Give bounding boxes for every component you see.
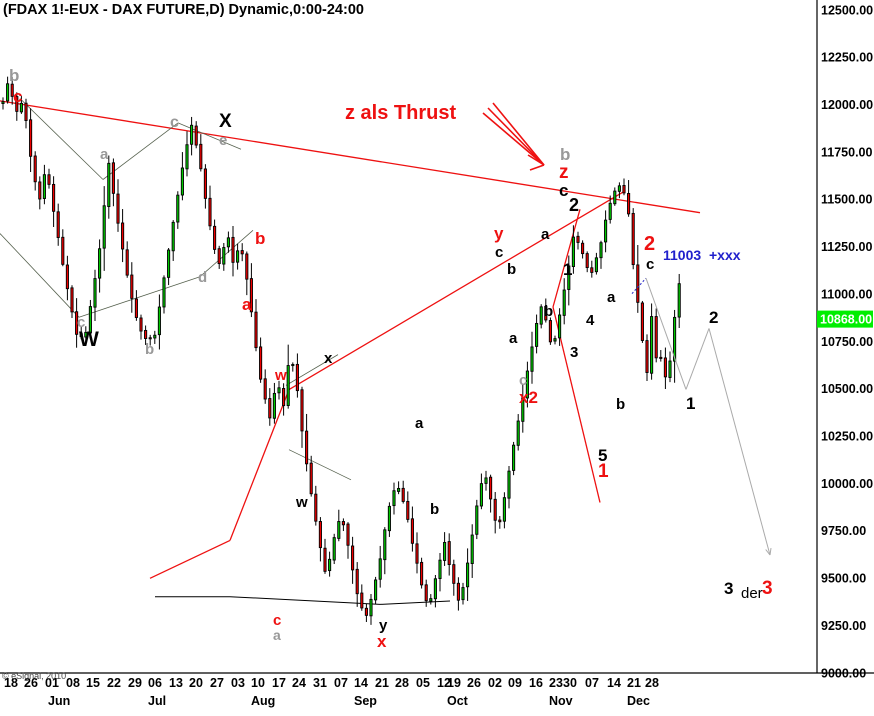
svg-text:11750.00: 11750.00 [821,145,872,159]
svg-text:3: 3 [724,579,733,598]
svg-text:13: 13 [169,676,183,690]
svg-text:9250.00: 9250.00 [821,619,866,633]
svg-text:12250.00: 12250.00 [821,51,873,65]
svg-text:Sep: Sep [354,694,377,708]
svg-text:28: 28 [645,676,659,690]
svg-text:10250.00: 10250.00 [821,430,873,444]
svg-text:2: 2 [644,233,655,255]
svg-text:x: x [324,350,333,367]
svg-text:28: 28 [395,676,409,690]
svg-text:16: 16 [529,676,543,690]
svg-text:c: c [646,256,654,273]
svg-text:4: 4 [586,312,595,329]
svg-text:10000.00: 10000.00 [821,477,873,491]
svg-text:b: b [430,501,439,518]
svg-text:(FDAX 1!-EUX - DAX FUTURE,D) D: (FDAX 1!-EUX - DAX FUTURE,D) Dynamic,0:0… [3,2,364,18]
svg-text:02: 02 [488,676,502,690]
svg-text:der: der [741,585,763,602]
svg-text:Dec: Dec [627,694,650,708]
svg-text:Oct: Oct [447,694,469,708]
svg-text:e: e [219,132,227,149]
svg-text:z als Thrust: z als Thrust [345,102,456,124]
svg-text:11003: 11003 [663,247,701,263]
svg-text:c: c [559,181,568,200]
svg-text:c: c [519,372,527,389]
svg-text:a: a [100,146,109,163]
svg-text:9000.00: 9000.00 [821,666,866,680]
svg-text:3: 3 [570,344,578,361]
svg-text:10: 10 [251,676,265,690]
svg-text:21: 21 [375,676,389,690]
svg-text:1: 1 [563,260,572,279]
svg-text:22: 22 [107,676,121,690]
svg-text:a: a [242,295,252,314]
svg-text:w: w [274,367,287,384]
svg-text:c: c [495,244,503,261]
svg-text:3: 3 [762,578,773,599]
svg-text:a: a [607,289,616,306]
svg-text:10500.00: 10500.00 [821,382,873,396]
svg-text:9500.00: 9500.00 [821,572,866,586]
svg-text:07: 07 [334,676,348,690]
svg-text:1: 1 [686,394,695,413]
svg-text:c: c [170,114,179,131]
svg-text:b: b [544,303,553,320]
svg-text:03: 03 [231,676,245,690]
svg-text:06: 06 [148,676,162,690]
svg-text:24: 24 [292,676,306,690]
svg-text:30: 30 [563,676,577,690]
svg-text:W: W [79,328,99,351]
svg-text:y: y [494,224,504,243]
svg-text:08: 08 [66,676,80,690]
svg-text:a: a [273,627,281,643]
svg-text:b: b [616,396,625,413]
svg-text:12000.00: 12000.00 [821,98,873,112]
svg-text:b: b [507,261,516,278]
svg-text:10750.00: 10750.00 [821,335,873,349]
svg-text:x: x [377,632,387,651]
svg-text:+xxx: +xxx [709,247,741,263]
svg-text:11000.00: 11000.00 [821,287,872,301]
svg-text:z: z [559,162,569,183]
svg-text:12500.00: 12500.00 [821,3,873,17]
svg-text:29: 29 [128,676,142,690]
svg-text:Jun: Jun [48,694,70,708]
svg-text:21: 21 [627,676,641,690]
svg-text:23: 23 [549,676,563,690]
svg-text:14: 14 [607,676,621,690]
svg-text:31: 31 [313,676,327,690]
svg-text:19: 19 [447,676,461,690]
svg-text:14: 14 [354,676,368,690]
svg-text:b: b [145,341,154,358]
svg-text:d: d [198,269,207,286]
svg-text:a: a [541,226,550,243]
svg-text:10868.00: 10868.00 [820,312,872,326]
svg-text:b: b [9,66,19,85]
svg-text:x2: x2 [519,388,538,407]
svg-text:a: a [415,415,424,432]
svg-text:15: 15 [86,676,100,690]
svg-text:05: 05 [416,676,430,690]
svg-text:Jul: Jul [148,694,166,708]
svg-text:9750.00: 9750.00 [821,524,866,538]
svg-text:1: 1 [598,461,609,482]
svg-text:20: 20 [189,676,203,690]
svg-text:Nov: Nov [549,694,573,708]
svg-text:11500.00: 11500.00 [821,193,872,207]
svg-text:X: X [219,111,232,132]
svg-text:09: 09 [508,676,522,690]
svg-text:Aug: Aug [251,694,275,708]
svg-text:b: b [255,229,265,248]
svg-text:11250.00: 11250.00 [821,240,872,254]
svg-text:© eSignal, 2010: © eSignal, 2010 [2,671,66,681]
svg-text:c: c [13,87,22,106]
svg-text:17: 17 [272,676,286,690]
svg-text:2: 2 [709,308,718,327]
svg-text:07: 07 [585,676,599,690]
svg-text:27: 27 [210,676,224,690]
svg-text:2: 2 [569,195,579,215]
svg-text:a: a [509,330,518,347]
svg-text:w: w [295,494,308,511]
svg-text:26: 26 [467,676,481,690]
